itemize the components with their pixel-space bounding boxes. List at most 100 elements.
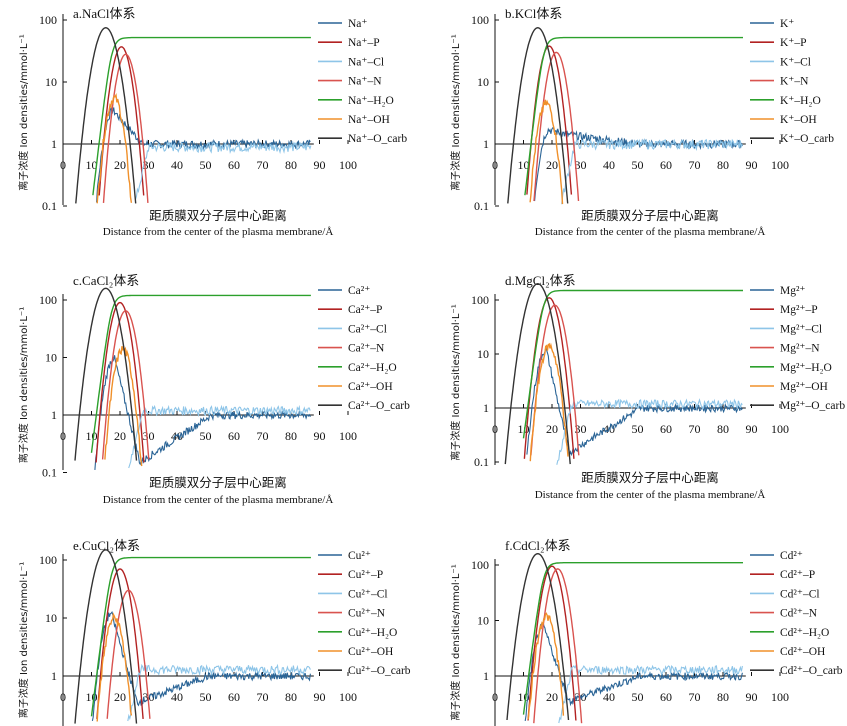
x-tick-label: 100 — [339, 690, 357, 704]
x-tick-label: 100 — [339, 429, 357, 443]
x-tick-label: 10 — [86, 158, 98, 172]
x-axis-label-cn: 距质膜双分子层中心距离 — [581, 208, 719, 223]
x-tick-label: 60 — [228, 429, 240, 443]
chart-panel-2: 0.1 1 10 100 0 10 20 30 40 50 60 70 80 90 100 b.KCl体系离子… — [449, 6, 834, 238]
y-tick-label: 0.1 — [474, 199, 489, 213]
x-tick-label: 100 — [771, 158, 789, 172]
legend-entry: Mg²⁺–N — [780, 343, 820, 355]
legend-entry: Ca²⁺–OH — [348, 381, 393, 393]
x-tick-label: 0 — [492, 422, 498, 436]
series-line-H2O — [522, 289, 743, 439]
legend-entry: Mg²⁺–Cl — [780, 323, 822, 335]
legend-entry: Cd²⁺–Cl — [780, 588, 820, 600]
x-axis-label-en: Distance from the center of the plasma m… — [103, 494, 334, 506]
y-tick-label: 100 — [471, 558, 489, 572]
y-tick-label: 1 — [483, 401, 489, 415]
series-line-ion — [91, 611, 311, 722]
legend-entry: Mg²⁺–OH — [780, 381, 828, 393]
legend-entry: Na⁺–OH — [348, 114, 390, 126]
series-line-P — [95, 301, 145, 463]
y-tick-label: 1 — [483, 669, 489, 683]
x-tick-label: 90 — [746, 690, 758, 704]
x-tick-label: 80 — [285, 429, 297, 443]
x-tick-label: 20 — [114, 158, 126, 172]
legend-entry: Cu²⁺–N — [348, 608, 386, 620]
legend-entry: K⁺ — [780, 18, 794, 30]
series-line-Ocarb — [74, 287, 138, 461]
y-axis-label: 离子浓度 Ion densities/mmol·L⁻¹ — [17, 307, 30, 463]
series-line-N — [106, 589, 151, 719]
x-axis-label-en: Distance from the center of the plasma m… — [535, 226, 766, 238]
x-tick-label: 50 — [632, 158, 644, 172]
y-tick-label: 100 — [471, 13, 489, 27]
legend-entry: K⁺–P — [780, 37, 807, 49]
series-line-ion — [96, 106, 311, 203]
series-line-ion — [526, 345, 743, 457]
x-tick-label: 70 — [257, 158, 269, 172]
series-line-ion — [94, 355, 311, 470]
series-line-N — [102, 53, 149, 203]
y-tick-label: 1 — [51, 669, 57, 683]
y-tick-label: 0.1 — [474, 455, 489, 469]
x-tick-label: 40 — [171, 690, 183, 704]
x-tick-label: 70 — [689, 422, 701, 436]
series-line-ion — [524, 621, 743, 721]
legend-entry: Mg²⁺–H₂O — [780, 362, 832, 374]
x-axis-label-cn: 距质膜双分子层中心距离 — [581, 470, 719, 485]
x-tick-label: 50 — [200, 158, 212, 172]
legend-entry: K⁺–H₂O — [780, 95, 821, 107]
y-tick-label: 100 — [471, 293, 489, 307]
series-line-Cl — [127, 663, 311, 722]
series-line-OH — [529, 99, 564, 205]
x-tick-label: 0 — [60, 158, 66, 172]
x-tick-label: 50 — [200, 690, 212, 704]
series-line-OH — [527, 612, 565, 720]
legend-entry: Na⁺–H₂O — [348, 95, 394, 107]
x-tick-label: 90 — [746, 422, 758, 436]
legend-entry: K⁺–O_carb — [780, 133, 834, 145]
legend-entry: Mg²⁺ — [780, 285, 806, 297]
series-line-Cl — [561, 137, 743, 205]
y-tick-label: 1 — [483, 137, 489, 151]
series-line-Ocarb — [506, 552, 570, 721]
panel-title: d.MgCl₂体系 — [505, 273, 576, 288]
series-line-N — [101, 310, 150, 460]
x-tick-label: 100 — [771, 690, 789, 704]
series-line-H2O — [90, 556, 311, 717]
x-tick-label: 90 — [746, 158, 758, 172]
legend-entry: Mg²⁺–P — [780, 304, 818, 316]
series-line-Ocarb — [507, 26, 569, 204]
panel-title: b.KCl体系 — [505, 6, 562, 21]
panel-title: c.CaCl₂体系 — [73, 273, 139, 288]
legend-entry: Cu²⁺–O_carb — [348, 665, 411, 677]
x-tick-label: 30 — [575, 158, 587, 172]
y-axis-label: 离子浓度 Ion densities/mmol·L⁻¹ — [17, 34, 30, 190]
series-line-Cl — [558, 664, 743, 724]
y-tick-label: 10 — [45, 351, 57, 365]
series-line-Cl — [556, 398, 743, 465]
x-tick-label: 40 — [603, 158, 615, 172]
legend-entry: Cd²⁺–P — [780, 569, 815, 581]
series-line-OH — [529, 342, 569, 462]
y-tick-label: 10 — [45, 611, 57, 625]
x-tick-label: 80 — [285, 690, 297, 704]
legend-entry: Mg²⁺–O_carb — [780, 400, 845, 412]
legend-entry: Cu²⁺–Cl — [348, 588, 388, 600]
y-tick-label: 10 — [477, 347, 489, 361]
x-tick-label: 90 — [314, 690, 326, 704]
x-tick-label: 60 — [228, 158, 240, 172]
legend-entry: Ca²⁺–O_carb — [348, 400, 410, 412]
legend-entry: Cu²⁺–OH — [348, 646, 393, 658]
x-tick-label: 20 — [546, 422, 558, 436]
x-tick-label: 80 — [717, 422, 729, 436]
y-tick-label: 100 — [39, 553, 57, 567]
legend-entry: Cu²⁺–H₂O — [348, 627, 397, 639]
panel-title: f.CdCl₂体系 — [505, 538, 571, 553]
legend-entry: Na⁺–N — [348, 76, 382, 88]
legend-entry: Na⁺–P — [348, 37, 380, 49]
series-line-N — [533, 51, 580, 202]
x-tick-label: 30 — [143, 429, 155, 443]
